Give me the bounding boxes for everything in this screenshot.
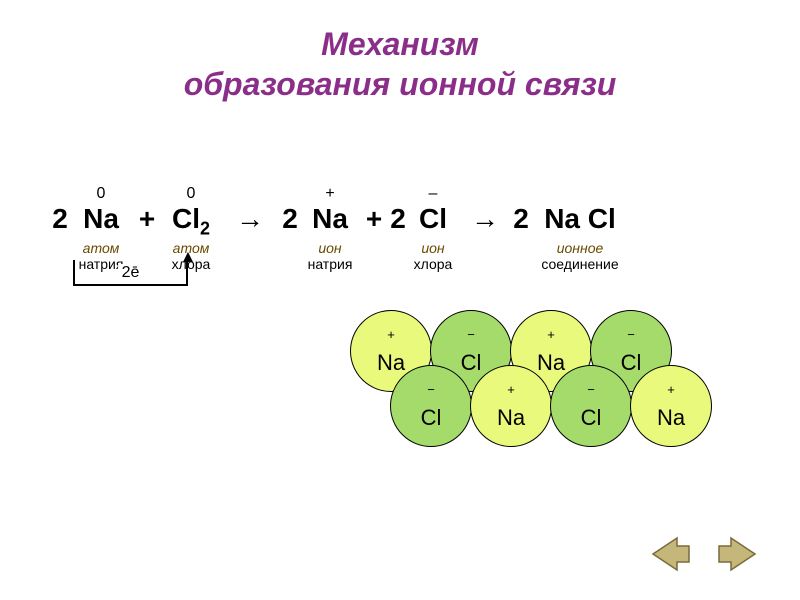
plus-2: + (360, 203, 388, 235)
equation-labels: атом атом ион ион ионное (50, 240, 750, 256)
lattice-ion-na: +Na (630, 365, 712, 447)
label-compound: ионное (530, 240, 630, 256)
electron-transfer: 2ē (73, 260, 188, 290)
ionic-lattice: +Na−Cl+Na−Cl−Cl+Na−Cl+Na (350, 310, 680, 490)
plus-1: + (132, 203, 162, 235)
cap-nacl: соединение (530, 256, 630, 272)
coef-2: 2 (280, 203, 300, 235)
prev-button[interactable] (648, 534, 694, 574)
nav-controls (648, 534, 760, 574)
arrow-2: → (458, 203, 512, 235)
sup-cl-minus: – (408, 185, 458, 203)
label-atom-na: атом (70, 240, 132, 256)
equation: 0 0 + – 2 Na + Cl2 → 2 Na + 2 Cl → 2 Na … (50, 180, 750, 272)
equation-main: 2 Na + Cl2 → 2 Na + 2 Cl → 2 Na Cl (50, 203, 750, 240)
lattice-ion-na: +Na (470, 365, 552, 447)
ion-na: Na (300, 203, 360, 235)
compound-nacl: Na Cl (530, 203, 630, 235)
arrow-left-icon (651, 536, 691, 572)
sup-na-plus: + (300, 185, 360, 203)
title-line-2: образования ионной связи (0, 64, 800, 104)
coef-4: 2 (512, 203, 530, 235)
lattice-ion-cl: −Cl (390, 365, 472, 447)
atom-na: Na (70, 203, 132, 235)
transfer-arrowhead-icon (183, 252, 193, 262)
arrow-1: → (220, 203, 280, 235)
equation-superscripts: 0 0 + – (50, 180, 750, 203)
lattice-ion-cl: −Cl (550, 365, 632, 447)
sup-cl-0: 0 (162, 185, 220, 203)
label-ion-na: ион (300, 240, 360, 256)
slide-title: Механизм образования ионной связи (0, 24, 800, 104)
transfer-label: 2ē (118, 264, 144, 282)
cap-na2: натрия (300, 256, 360, 272)
sup-na-0: 0 (70, 185, 132, 203)
arrow-right-icon (717, 536, 757, 572)
ion-cl: Cl (408, 203, 458, 235)
coef-1: 2 (50, 203, 70, 235)
coef-3: 2 (388, 203, 408, 235)
next-button[interactable] (714, 534, 760, 574)
cap-cl: хлора (408, 256, 458, 272)
label-ion-cl: ион (408, 240, 458, 256)
atom-cl2: Cl2 (162, 203, 220, 240)
title-line-1: Механизм (0, 24, 800, 64)
